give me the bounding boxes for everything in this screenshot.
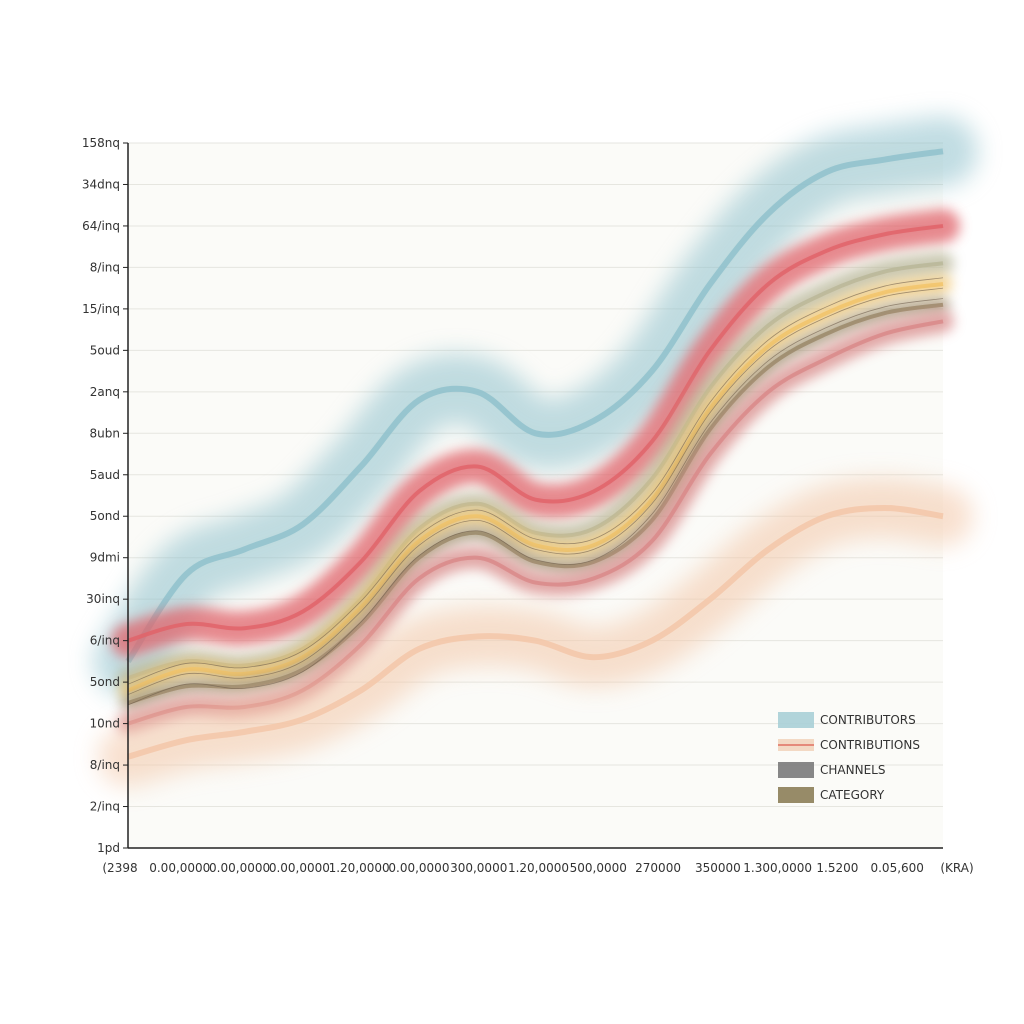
y-tick-label: 5aud xyxy=(90,468,120,482)
series-line-1 xyxy=(127,223,944,643)
legend-label: CONTRIBUTORS xyxy=(820,713,916,727)
x-tick-label: 0.00,0000 xyxy=(209,861,270,875)
legend-swatch xyxy=(778,787,814,803)
x-tick-label: (KRA) xyxy=(940,861,973,875)
x-tick-label: 1.20,0000 xyxy=(508,861,569,875)
y-tick-labels: 1pd 2/inq 8/inq 10nd 5ond 6/inq 30inq 9dmi 5ond 5… xyxy=(82,136,128,855)
y-tick-label: 6/inq xyxy=(90,634,120,648)
series-line-0 xyxy=(125,148,944,664)
detail-line-2 xyxy=(127,298,944,706)
y-tick-label: 9dmi xyxy=(90,551,120,565)
y-tick-label: 30inq xyxy=(86,592,120,606)
y-tick-label: 2anq xyxy=(90,385,120,399)
y-tick-label: 8ubn xyxy=(90,426,120,440)
y-tick-label: 158nq xyxy=(82,136,120,150)
y-tick-label: 5ond xyxy=(90,675,120,689)
y-tick-label: 8/inq xyxy=(90,758,120,772)
series-line-4 xyxy=(127,302,944,705)
y-tick-label: 15/inq xyxy=(82,302,120,316)
legend-swatch xyxy=(778,712,814,728)
x-tick-label: 1.20,0000 xyxy=(329,861,390,875)
detail-line-0 xyxy=(127,277,944,685)
x-tick-label: 1.300,0000 xyxy=(743,861,812,875)
x-tick-label: 300,0000 xyxy=(450,861,507,875)
series-layer xyxy=(93,116,978,787)
x-tick-label: 0.05,600 xyxy=(870,861,923,875)
y-tick-label: 8/inq xyxy=(90,260,120,274)
legend-swatch xyxy=(778,762,814,778)
x-tick-label: 0.00,0000 xyxy=(269,861,330,875)
legend-label: CHANNELS xyxy=(820,763,885,777)
legend-label: CATEGORY xyxy=(820,788,885,802)
y-tick-label: 5ond xyxy=(90,509,120,523)
series-line-3 xyxy=(127,282,944,693)
y-tick-label: 34dnq xyxy=(82,177,120,191)
y-tick-label: 64/inq xyxy=(82,219,120,233)
y-tick-label: 10nd xyxy=(90,717,121,731)
legend-label: CONTRIBUTIONS xyxy=(820,738,920,752)
axes xyxy=(127,143,943,849)
detail-line-1 xyxy=(127,287,944,695)
x-tick-label: 0.00,0000 xyxy=(149,861,210,875)
x-tick-label: 0.00,0000 xyxy=(388,861,449,875)
y-tick-label: 1pd xyxy=(97,841,120,855)
x-tick-labels: (2398 0.00,00000.00,00000.00,00001.20,000… xyxy=(102,861,973,875)
x-tick-label: 500,0000 xyxy=(570,861,627,875)
x-tick-label: 270000 xyxy=(635,861,681,875)
series-line-6 xyxy=(127,504,944,760)
legend: CONTRIBUTORS CONTRIBUTIONS CHANNELS CATEGOR… xyxy=(778,712,920,803)
y-tick-label: 5oud xyxy=(90,343,120,357)
x-tick-label: 350000 xyxy=(695,861,741,875)
y-tick-label: 2/inq xyxy=(90,800,120,814)
x-tick-label: (2398 xyxy=(102,861,137,875)
x-tick-label: 1.5200 xyxy=(816,861,858,875)
